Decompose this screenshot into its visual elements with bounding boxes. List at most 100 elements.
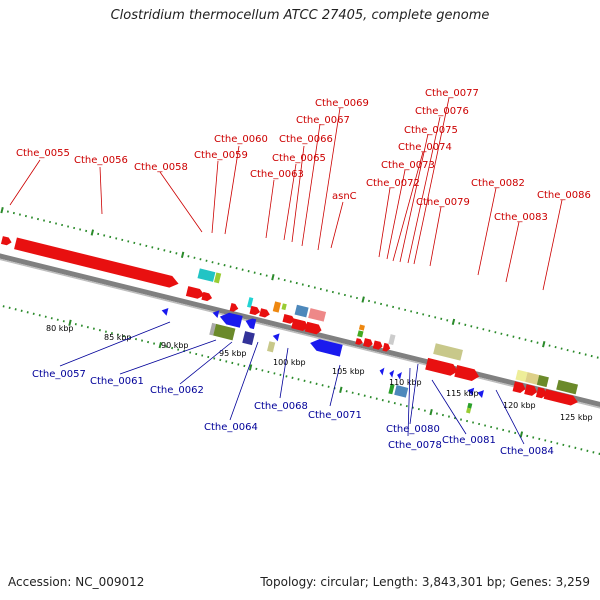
gene-cthe-0068b[interactable] xyxy=(267,341,276,353)
gene-label-top[interactable]: Cthe_0083 xyxy=(494,212,548,223)
gene-cthe-0086[interactable] xyxy=(515,369,528,382)
gene-cthe-0072[interactable] xyxy=(357,330,364,338)
gene-cthe-0073[interactable] xyxy=(358,324,365,331)
gene-cthe-0078[interactable] xyxy=(379,367,385,376)
gene-cthe-0064b[interactable] xyxy=(242,331,255,346)
gene-olive[interactable] xyxy=(556,379,579,395)
gene-cthe-0082[interactable] xyxy=(433,343,463,361)
gene-label-top[interactable]: asnC xyxy=(332,191,357,202)
gene-cthe-0061b[interactable] xyxy=(213,323,236,341)
minor-tick xyxy=(61,223,64,227)
gene-cthe-0065[interactable] xyxy=(272,301,281,313)
minor-tick xyxy=(441,413,444,417)
gene-cthe-0086c[interactable] xyxy=(536,375,549,388)
gene-forward[interactable] xyxy=(282,314,296,325)
minor-tick xyxy=(133,241,136,245)
gene-forward[interactable] xyxy=(524,384,538,397)
gene-label-bottom[interactable]: Cthe_0062 xyxy=(150,385,204,396)
gene-reverse[interactable] xyxy=(212,309,220,319)
gene-reverse[interactable] xyxy=(396,371,402,380)
gene-label-bottom[interactable]: Cthe_0078 xyxy=(388,440,442,451)
gene-label-top[interactable]: Cthe_0069 xyxy=(315,98,369,109)
gene-cthe-0081[interactable] xyxy=(394,385,409,398)
gene-forward[interactable] xyxy=(185,286,206,300)
gene-forward[interactable] xyxy=(355,338,363,346)
gene-cthe-0067[interactable] xyxy=(294,304,309,318)
gene-label-top[interactable]: Cthe_0076 xyxy=(415,106,469,117)
gene-cthe-0055[interactable] xyxy=(0,236,13,246)
gene-forward[interactable] xyxy=(201,291,213,302)
gene-forward[interactable] xyxy=(454,365,480,382)
gene-forward[interactable] xyxy=(372,340,384,350)
gene-label-top[interactable]: Cthe_0067 xyxy=(296,115,350,126)
gene-forward[interactable] xyxy=(259,308,271,318)
minor-tick xyxy=(122,334,125,338)
gene-cthe-0063[interactable] xyxy=(247,297,254,308)
gene-cthe-0071[interactable] xyxy=(309,337,343,357)
minor-tick xyxy=(261,369,264,372)
gene-cthe-0056[interactable] xyxy=(14,237,180,290)
gene-label-top[interactable]: Cthe_0074 xyxy=(398,142,452,153)
gene-cthe-0064[interactable] xyxy=(244,317,257,330)
gene-label-top[interactable]: Cthe_0063 xyxy=(250,169,304,180)
gene-reverse[interactable] xyxy=(388,369,395,378)
gene-forward[interactable] xyxy=(229,302,240,313)
gene-forward[interactable] xyxy=(425,357,459,377)
gene-label-top[interactable]: Cthe_0073 xyxy=(381,160,435,171)
gene-label-top[interactable]: Cthe_0077 xyxy=(425,88,479,99)
gene-forward[interactable] xyxy=(291,318,309,332)
minor-tick xyxy=(590,354,593,358)
gene-cthe-0057[interactable] xyxy=(161,307,169,316)
minor-tick xyxy=(327,385,330,388)
gene-label-bottom[interactable]: Cthe_0081 xyxy=(442,435,496,446)
gene-forward[interactable] xyxy=(382,342,391,352)
gene-cthe-0066[interactable] xyxy=(281,303,287,311)
gene-label-top[interactable]: Cthe_0079 xyxy=(416,197,470,208)
gene-forward[interactable] xyxy=(304,321,323,336)
gene-forward[interactable] xyxy=(543,389,579,407)
gene-label-top[interactable]: Cthe_0055 xyxy=(16,148,70,159)
gene-label-bottom[interactable]: Cthe_0084 xyxy=(500,446,554,457)
gene-cthe-0059[interactable] xyxy=(197,268,216,282)
gene-label-top[interactable]: Cthe_0066 xyxy=(279,134,333,145)
gene-label-top[interactable]: Cthe_0075 xyxy=(404,125,458,136)
gene-green-small[interactable] xyxy=(466,407,472,414)
gene-label-top[interactable]: Cthe_0059 xyxy=(194,150,248,161)
minor-tick xyxy=(169,250,172,253)
minor-tick xyxy=(6,210,9,213)
gene-reverse[interactable] xyxy=(476,389,484,398)
gene-cthe-0077[interactable] xyxy=(388,334,396,346)
gene-label-bottom[interactable]: Cthe_0061 xyxy=(90,376,144,387)
gene-label-bottom[interactable]: Cthe_0057 xyxy=(32,369,86,380)
minor-tick xyxy=(367,299,371,303)
gene-label-top[interactable]: Cthe_0086 xyxy=(537,190,591,201)
gene-cthe-0061[interactable] xyxy=(209,322,217,336)
minor-tick xyxy=(514,431,517,435)
gene-forward[interactable] xyxy=(535,387,548,399)
minor-tick xyxy=(109,235,112,239)
gene-label-top[interactable]: Cthe_0082 xyxy=(471,178,525,189)
gene-cthe-0060[interactable] xyxy=(213,272,222,284)
gene-label-top[interactable]: Cthe_0056 xyxy=(74,155,128,166)
gene-label-bottom[interactable]: Cthe_0080 xyxy=(386,424,440,435)
minor-tick xyxy=(466,419,469,423)
gene-cthe-0080[interactable] xyxy=(388,383,395,395)
gene-green-small[interactable] xyxy=(467,402,473,409)
gene-cthe-0086b[interactable] xyxy=(525,372,540,385)
gene-label-bottom[interactable]: Cthe_0071 xyxy=(308,410,362,421)
gene-label-bottom[interactable]: Cthe_0068 xyxy=(254,401,308,412)
gene-cthe-0068[interactable] xyxy=(272,332,280,342)
gene-label-top[interactable]: Cthe_0065 xyxy=(272,153,326,164)
gene-label-bottom[interactable]: Cthe_0064 xyxy=(204,422,258,433)
minor-tick xyxy=(147,340,150,344)
gene-cthe-0084[interactable] xyxy=(466,386,475,396)
gene-label-top[interactable]: Cthe_0072 xyxy=(366,178,420,189)
gene-label-top[interactable]: Cthe_0058 xyxy=(134,162,188,173)
gene-cthe-0062[interactable] xyxy=(218,311,243,328)
gene-forward[interactable] xyxy=(363,338,374,348)
gene-label-top[interactable]: Cthe_0060 xyxy=(214,134,268,145)
minor-tick xyxy=(145,244,148,248)
gene-forward[interactable] xyxy=(249,305,261,316)
gene-cthe-0069[interactable] xyxy=(308,308,327,322)
gene-forward[interactable] xyxy=(512,381,527,394)
